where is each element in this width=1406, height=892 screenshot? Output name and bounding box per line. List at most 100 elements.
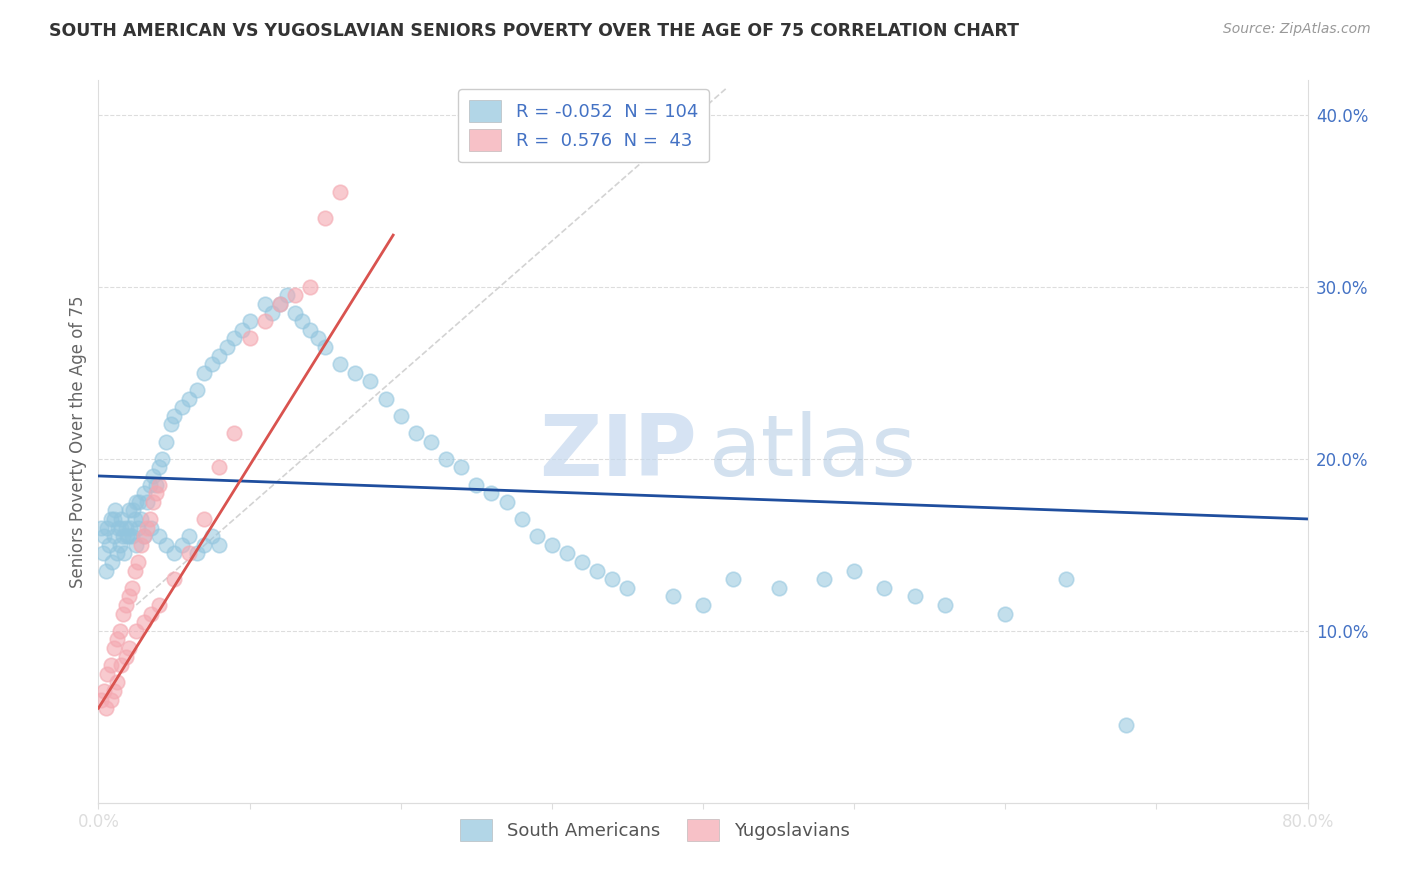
Point: [994, 607, 1017, 621]
Point: [481, 486, 503, 500]
Point: [139, 512, 162, 526]
Point: [98, 538, 121, 552]
Point: [122, 503, 145, 517]
Point: [124, 564, 146, 578]
Point: [186, 546, 208, 560]
Point: [114, 520, 136, 534]
Point: [104, 503, 127, 517]
Point: [1115, 718, 1137, 732]
Point: [125, 494, 148, 508]
Point: [148, 477, 170, 491]
Point: [540, 538, 562, 552]
Point: [103, 640, 125, 655]
Point: [179, 529, 201, 543]
Point: [148, 598, 170, 612]
Text: Source: ZipAtlas.com: Source: ZipAtlas.com: [1223, 22, 1371, 37]
Point: [291, 314, 314, 328]
Point: [96, 520, 118, 534]
Point: [208, 349, 231, 363]
Point: [179, 546, 201, 560]
Point: [253, 314, 276, 328]
Point: [374, 392, 396, 406]
Point: [118, 529, 141, 543]
Point: [160, 417, 183, 432]
Point: [90, 692, 112, 706]
Point: [170, 400, 193, 414]
Point: [420, 434, 443, 449]
Point: [141, 607, 163, 621]
Point: [96, 666, 118, 681]
Point: [127, 555, 149, 569]
Text: atlas: atlas: [709, 411, 917, 494]
Point: [186, 383, 208, 397]
Point: [526, 529, 548, 543]
Point: [163, 409, 186, 423]
Point: [135, 494, 157, 508]
Point: [121, 529, 143, 543]
Point: [495, 494, 517, 508]
Point: [142, 469, 165, 483]
Point: [329, 185, 352, 199]
Point: [389, 409, 412, 423]
Point: [768, 581, 790, 595]
Point: [360, 375, 382, 389]
Point: [124, 512, 146, 526]
Point: [201, 529, 224, 543]
Point: [128, 494, 150, 508]
Point: [114, 598, 136, 612]
Text: SOUTH AMERICAN VS YUGOSLAVIAN SENIORS POVERTY OVER THE AGE OF 75 CORRELATION CHA: SOUTH AMERICAN VS YUGOSLAVIAN SENIORS PO…: [49, 22, 1019, 40]
Point: [163, 546, 186, 560]
Point: [111, 607, 134, 621]
Point: [555, 546, 578, 560]
Point: [239, 314, 262, 328]
Point: [90, 520, 112, 534]
Point: [813, 572, 835, 586]
Point: [93, 529, 115, 543]
Point: [934, 598, 956, 612]
Point: [142, 494, 165, 508]
Point: [127, 520, 149, 534]
Point: [148, 460, 170, 475]
Point: [112, 546, 135, 560]
Point: [105, 546, 128, 560]
Text: ZIP: ZIP: [540, 411, 697, 494]
Point: [132, 615, 155, 630]
Point: [269, 297, 291, 311]
Point: [208, 538, 231, 552]
Point: [110, 520, 132, 534]
Point: [105, 632, 128, 647]
Point: [150, 451, 173, 466]
Point: [132, 486, 155, 500]
Legend: South Americans, Yugoslavians: South Americans, Yugoslavians: [453, 812, 856, 848]
Point: [179, 392, 201, 406]
Point: [661, 590, 683, 604]
Point: [299, 323, 322, 337]
Point: [434, 451, 457, 466]
Point: [253, 297, 276, 311]
Point: [208, 460, 231, 475]
Point: [94, 564, 117, 578]
Point: [132, 529, 155, 543]
Point: [103, 529, 125, 543]
Point: [111, 529, 134, 543]
Point: [135, 520, 157, 534]
Point: [329, 357, 352, 371]
Point: [105, 675, 128, 690]
Point: [100, 658, 122, 673]
Point: [276, 288, 298, 302]
Point: [155, 538, 177, 552]
Point: [125, 538, 148, 552]
Point: [284, 288, 307, 302]
Point: [201, 357, 224, 371]
Point: [193, 366, 215, 380]
Point: [723, 572, 745, 586]
Point: [450, 460, 472, 475]
Point: [103, 512, 125, 526]
Point: [215, 340, 238, 354]
Point: [94, 701, 117, 715]
Point: [108, 538, 131, 552]
Point: [100, 512, 122, 526]
Y-axis label: Seniors Poverty Over the Age of 75: Seniors Poverty Over the Age of 75: [69, 295, 87, 588]
Point: [129, 538, 152, 552]
Point: [224, 331, 246, 345]
